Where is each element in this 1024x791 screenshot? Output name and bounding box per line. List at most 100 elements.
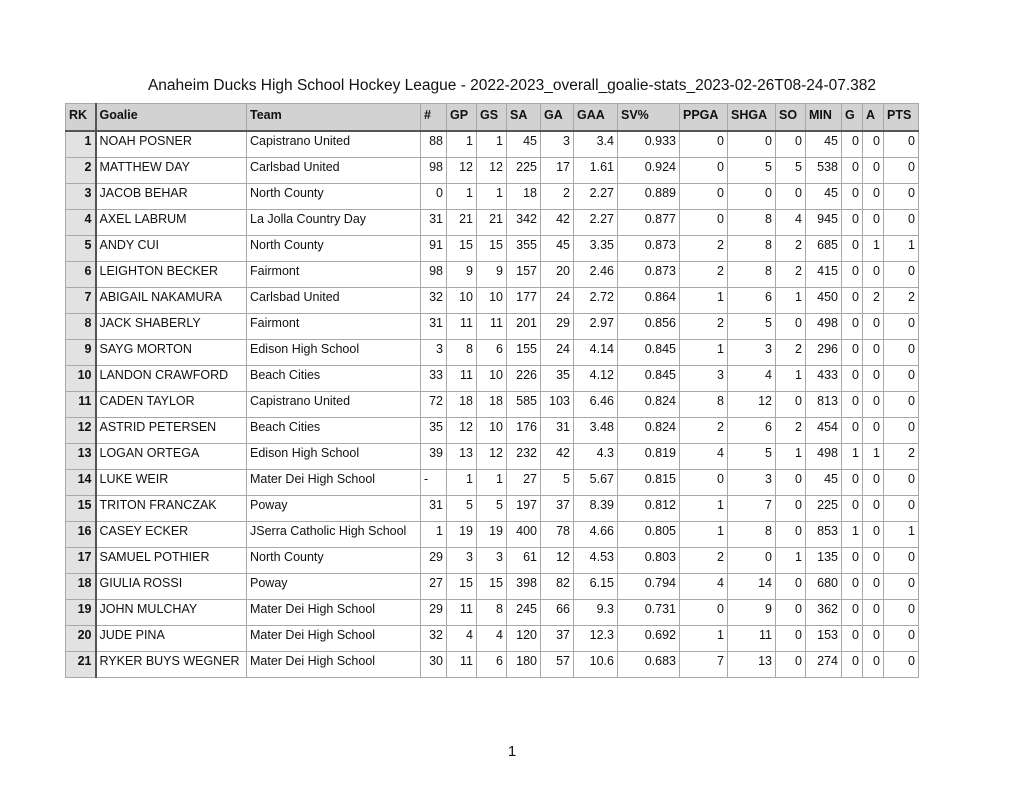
cell-team: Carlsbad United — [246, 157, 421, 184]
cell-so: 2 — [775, 339, 806, 366]
table-row: 5 ANDY CUI North County 91 15 15 355 45 3.35 0.87… — [65, 235, 919, 262]
cell-gp: 15 — [446, 573, 477, 600]
cell-gp: 3 — [446, 547, 477, 574]
cell-gs: 15 — [476, 235, 507, 262]
cell-rank: 15 — [65, 495, 97, 522]
cell-rank: 21 — [65, 651, 97, 678]
cell-shga: 14 — [727, 573, 776, 600]
cell-a: 0 — [862, 599, 884, 626]
cell-sv-pct: 0.877 — [617, 209, 680, 236]
cell-goalie: SAYG MORTON — [95, 339, 247, 366]
cell-so: 0 — [775, 130, 806, 158]
cell-pts: 1 — [883, 521, 919, 548]
cell-shga: 5 — [727, 313, 776, 340]
cell-pts: 0 — [883, 261, 919, 288]
cell-shga: 0 — [727, 130, 776, 158]
cell-rank: 13 — [65, 443, 97, 470]
cell-ppga: 7 — [679, 651, 728, 678]
cell-a: 0 — [862, 417, 884, 444]
cell-ga: 24 — [540, 287, 574, 314]
cell-rank: 7 — [65, 287, 97, 314]
cell-gs: 4 — [476, 625, 507, 652]
cell-ga: 24 — [540, 339, 574, 366]
cell-g: 0 — [841, 235, 863, 262]
cell-a: 0 — [862, 651, 884, 678]
cell-ppga: 4 — [679, 573, 728, 600]
cell-pts: 1 — [883, 235, 919, 262]
cell-rank: 20 — [65, 625, 97, 652]
cell-goalie: NOAH POSNER — [95, 130, 247, 158]
cell-gs: 6 — [476, 651, 507, 678]
cell-sa: 177 — [506, 287, 541, 314]
cell-a: 1 — [862, 443, 884, 470]
cell-gs: 15 — [476, 573, 507, 600]
cell-number: 32 — [420, 625, 447, 652]
cell-shga: 12 — [727, 391, 776, 418]
cell-g: 0 — [841, 261, 863, 288]
cell-ppga: 0 — [679, 157, 728, 184]
cell-sa: 155 — [506, 339, 541, 366]
cell-team: Mater Dei High School — [246, 599, 421, 626]
cell-ppga: 2 — [679, 313, 728, 340]
cell-gp: 12 — [446, 157, 477, 184]
cell-sa: 355 — [506, 235, 541, 262]
cell-team: Beach Cities — [246, 365, 421, 392]
cell-gaa: 2.27 — [573, 183, 618, 210]
cell-goalie: RYKER BUYS WEGNER — [95, 651, 247, 678]
cell-ppga: 0 — [679, 183, 728, 210]
cell-gp: 1 — [446, 469, 477, 496]
cell-min: 225 — [805, 495, 842, 522]
cell-goalie: JACOB BEHAR — [95, 183, 247, 210]
cell-rank: 12 — [65, 417, 97, 444]
cell-number: 29 — [420, 547, 447, 574]
cell-shga: 0 — [727, 183, 776, 210]
cell-sv-pct: 0.812 — [617, 495, 680, 522]
cell-so: 1 — [775, 443, 806, 470]
cell-number: 72 — [420, 391, 447, 418]
cell-ga: 5 — [540, 469, 574, 496]
column-header-gp: GP — [446, 103, 477, 132]
column-header-shga: SHGA — [727, 103, 776, 132]
cell-sv-pct: 0.824 — [617, 391, 680, 418]
cell-gs: 18 — [476, 391, 507, 418]
cell-ga: 12 — [540, 547, 574, 574]
cell-gs: 10 — [476, 287, 507, 314]
cell-gaa: 3.4 — [573, 130, 618, 158]
cell-g: 0 — [841, 599, 863, 626]
cell-a: 0 — [862, 365, 884, 392]
cell-gaa: 4.14 — [573, 339, 618, 366]
column-header-min: MIN — [805, 103, 842, 132]
cell-gaa: 4.53 — [573, 547, 618, 574]
cell-pts: 0 — [883, 417, 919, 444]
page-number: 1 — [507, 743, 517, 760]
cell-gaa: 6.46 — [573, 391, 618, 418]
cell-gp: 1 — [446, 183, 477, 210]
cell-team: North County — [246, 183, 421, 210]
table-row: 17 SAMUEL POTHIER North County 29 3 3 61 12 4.53… — [65, 547, 919, 574]
cell-sv-pct: 0.692 — [617, 625, 680, 652]
cell-sv-pct: 0.864 — [617, 287, 680, 314]
cell-shga: 0 — [727, 547, 776, 574]
cell-min: 362 — [805, 599, 842, 626]
cell-g: 0 — [841, 287, 863, 314]
cell-a: 0 — [862, 183, 884, 210]
cell-gp: 8 — [446, 339, 477, 366]
column-header-sa: SA — [506, 103, 541, 132]
cell-ppga: 2 — [679, 261, 728, 288]
cell-team: Edison High School — [246, 339, 421, 366]
cell-g: 0 — [841, 573, 863, 600]
cell-so: 5 — [775, 157, 806, 184]
cell-gs: 6 — [476, 339, 507, 366]
cell-sv-pct: 0.683 — [617, 651, 680, 678]
cell-shga: 3 — [727, 469, 776, 496]
cell-rank: 2 — [65, 157, 97, 184]
cell-goalie: JUDE PINA — [95, 625, 247, 652]
document-title: Anaheim Ducks High School Hockey League … — [147, 77, 877, 94]
cell-gp: 18 — [446, 391, 477, 418]
cell-g: 0 — [841, 469, 863, 496]
cell-min: 498 — [805, 443, 842, 470]
cell-gs: 1 — [476, 130, 507, 158]
cell-ppga: 1 — [679, 287, 728, 314]
cell-team: Fairmont — [246, 313, 421, 340]
cell-g: 0 — [841, 365, 863, 392]
